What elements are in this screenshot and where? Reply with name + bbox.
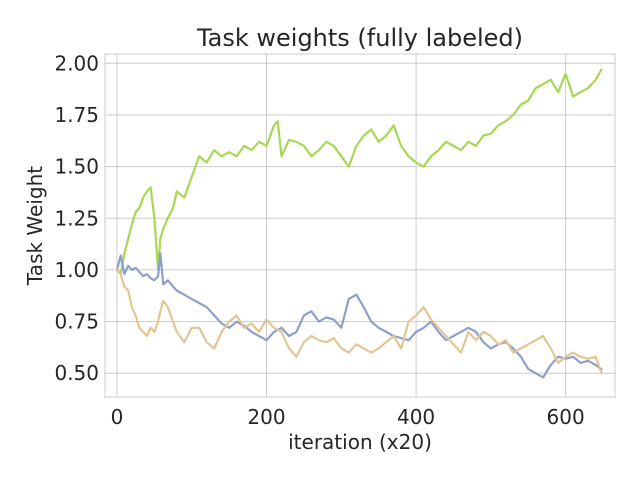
- grid-layer: [105, 54, 615, 397]
- y-tick-label: 1.50: [54, 155, 99, 179]
- y-tick-label: 1.25: [54, 206, 99, 230]
- x-tick-label: 200: [247, 405, 285, 429]
- y-tick-label: 0.75: [54, 310, 99, 334]
- x-tick-label: 600: [547, 405, 585, 429]
- y-tick-label: 1.00: [54, 258, 99, 282]
- series-line-2: [115, 252, 603, 379]
- y-axis-label: Task Weight: [23, 166, 47, 286]
- series-line-1: [115, 68, 603, 276]
- x-axis-label: iteration (x20): [288, 430, 432, 454]
- y-tick-label: 1.75: [54, 103, 99, 127]
- chart-title: Task weights (fully labeled): [196, 24, 523, 52]
- series-layer: [115, 68, 603, 379]
- x-tick-label: 400: [397, 405, 435, 429]
- y-tick-label: 2.00: [54, 51, 99, 75]
- plot-frame: [104, 53, 616, 398]
- series-line-3: [115, 268, 603, 375]
- x-tick-label: 0: [111, 405, 124, 429]
- tick-layer: 0 200 400 600 0.50 0.75 1.00 1.25 1.50 1.75 2.00: [54, 51, 584, 429]
- y-tick-label: 0.50: [54, 361, 99, 385]
